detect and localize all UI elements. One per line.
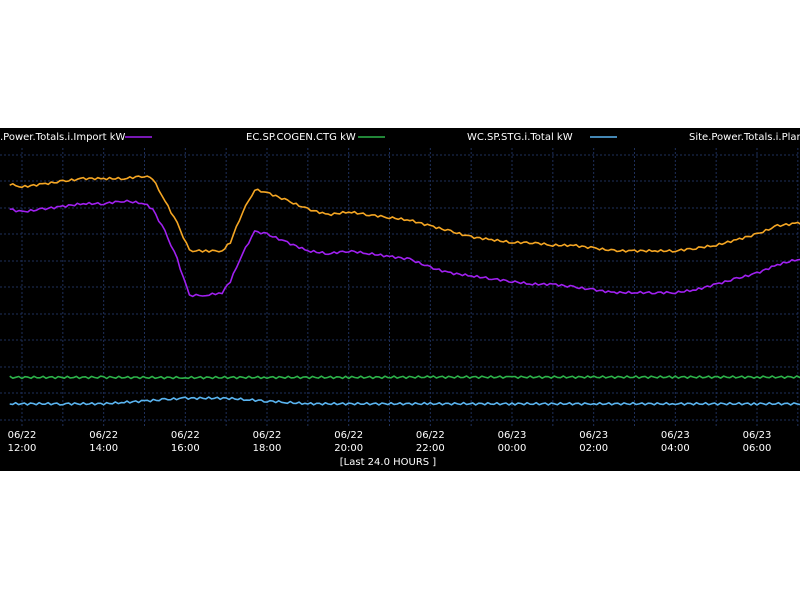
x-tick-date: 06/22 [253,430,282,441]
x-tick-time: 04:00 [661,443,690,454]
series-line-1 [9,375,800,380]
x-tick-date: 06/23 [743,430,772,441]
legend-label: Site.Power.Totals.i.Plant [689,132,800,143]
x-tick-date: 06/22 [416,430,445,441]
x-tick-time: 12:00 [8,443,37,454]
legend-label: .Power.Totals.i.Import kW [0,132,126,143]
x-tick-date: 06/22 [334,430,363,441]
series-line-0 [9,199,800,298]
x-tick-time: 14:00 [89,443,118,454]
x-tick-time: 18:00 [253,443,282,454]
series-line-3 [9,175,800,253]
x-tick-date: 06/22 [8,430,37,441]
x-tick-date: 06/23 [498,430,527,441]
x-tick-time: 02:00 [579,443,608,454]
time-range-label: [Last 24.0 HOURS ] [340,457,437,468]
x-tick-date: 06/22 [171,430,200,441]
x-tick-time: 16:00 [171,443,200,454]
x-tick-time: 06:00 [743,443,772,454]
x-tick-time: 00:00 [498,443,527,454]
x-tick-date: 06/23 [579,430,608,441]
legend-label: WC.SP.STG.i.Total kW [467,132,573,143]
chart-panel: .Power.Totals.i.Import kW EC.SP.COGEN.CTG… [0,128,800,471]
x-tick-time: 22:00 [416,443,445,454]
legend-label: EC.SP.COGEN.CTG kW [246,132,356,143]
x-tick-date: 06/22 [89,430,118,441]
x-tick-date: 06/23 [661,430,690,441]
series-line-2 [9,396,800,406]
trend-chart: .Power.Totals.i.Import kW EC.SP.COGEN.CTG… [0,132,800,468]
x-tick-time: 20:00 [334,443,363,454]
